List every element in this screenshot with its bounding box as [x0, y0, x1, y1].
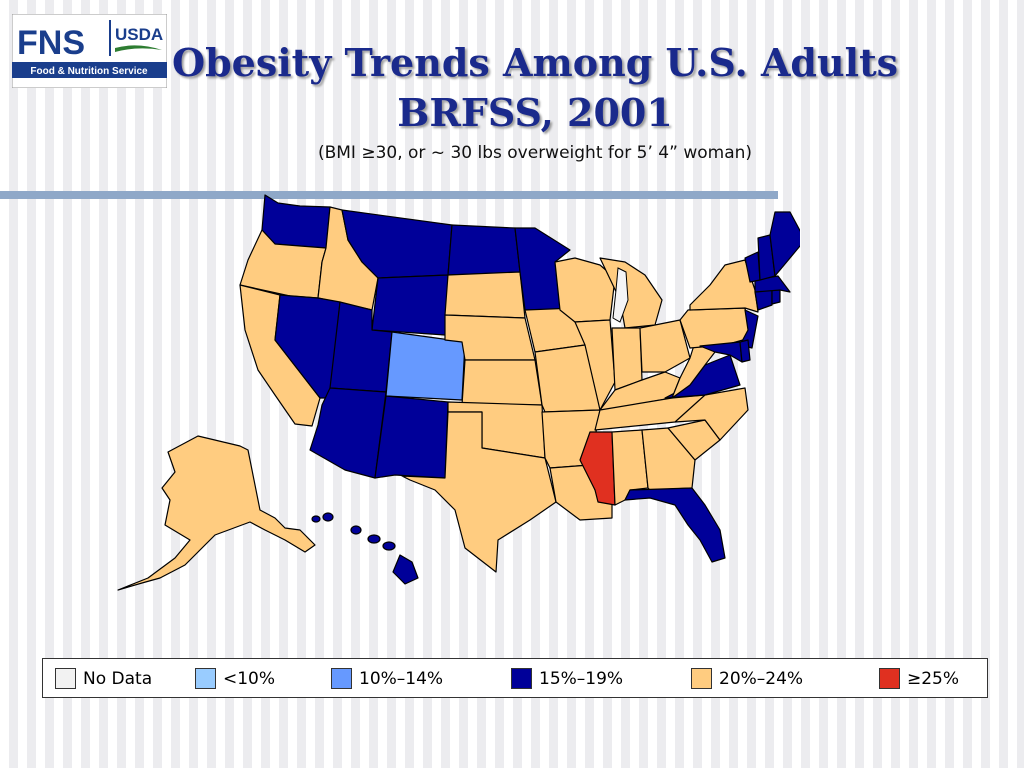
legend-label: <10%: [223, 668, 276, 689]
legend-label: 20%–24%: [719, 668, 804, 689]
state-IL: [574, 319, 616, 411]
state-HI: [311, 512, 419, 585]
logo-main-text: FNS: [17, 24, 85, 62]
legend-swatch: [879, 668, 900, 689]
legend-label: 10%–14%: [359, 668, 444, 689]
legend-swatch: [331, 668, 352, 689]
title-line-2: BRFSS, 2001: [397, 90, 673, 135]
state-WY: [371, 274, 449, 336]
state-MD: [699, 341, 743, 363]
state-CT: [754, 289, 773, 311]
legend-label: No Data: [83, 668, 153, 689]
legend-swatch: [691, 668, 712, 689]
state-ME: [769, 211, 800, 277]
state-KS: [461, 359, 543, 406]
state-CO: [385, 331, 466, 401]
legend-item-p15-19: 15%–19%: [511, 668, 623, 689]
legend-label: 15%–19%: [539, 668, 624, 689]
us-choropleth-map: [117, 194, 800, 591]
state-DE: [739, 339, 751, 363]
state-ND: [447, 224, 521, 276]
legend-item-p20-24: 20%–24%: [691, 668, 803, 689]
state-IN: [611, 327, 643, 391]
state-WA: [261, 194, 331, 249]
legend-item-ge25: ≥25%: [879, 668, 959, 689]
state-AK: [117, 435, 316, 591]
legend-swatch: [55, 668, 76, 689]
legend-item-lt10: <10%: [195, 668, 275, 689]
title-divider: [0, 191, 778, 199]
state-FL: [624, 487, 726, 563]
fns-usda-logo: FNS USDA Food & Nutrition Service: [12, 14, 167, 88]
page-subtitle: (BMI ≥30, or ~ 30 lbs overweight for 5’ …: [317, 143, 753, 163]
logo-agency-text: USDA: [115, 25, 163, 44]
state-WI: [554, 257, 616, 323]
state-SD: [444, 271, 526, 319]
legend-label: ≥25%: [907, 668, 960, 689]
state-NM: [374, 395, 449, 479]
logo-swoosh-icon: [115, 45, 162, 52]
title-line-1: Obesity Trends Among U.S. Adults: [171, 40, 899, 85]
logo-tagline-text: Food & Nutrition Service: [30, 66, 148, 77]
legend-swatch: [195, 668, 216, 689]
legend-swatch: [511, 668, 532, 689]
state-RI: [771, 289, 781, 305]
state-OH: [639, 319, 691, 373]
state-TX: [401, 411, 557, 573]
map-legend: No Data <10% 10%–14% 15%–19% 20%–24% ≥25%: [42, 658, 988, 698]
legend-item-p10-14: 10%–14%: [331, 668, 443, 689]
state-AZ: [309, 387, 387, 479]
lake-michigan: [612, 267, 629, 323]
legend-item-no-data: No Data: [55, 668, 152, 689]
page-title: Obesity Trends Among U.S. Adults BRFSS, …: [140, 38, 930, 138]
